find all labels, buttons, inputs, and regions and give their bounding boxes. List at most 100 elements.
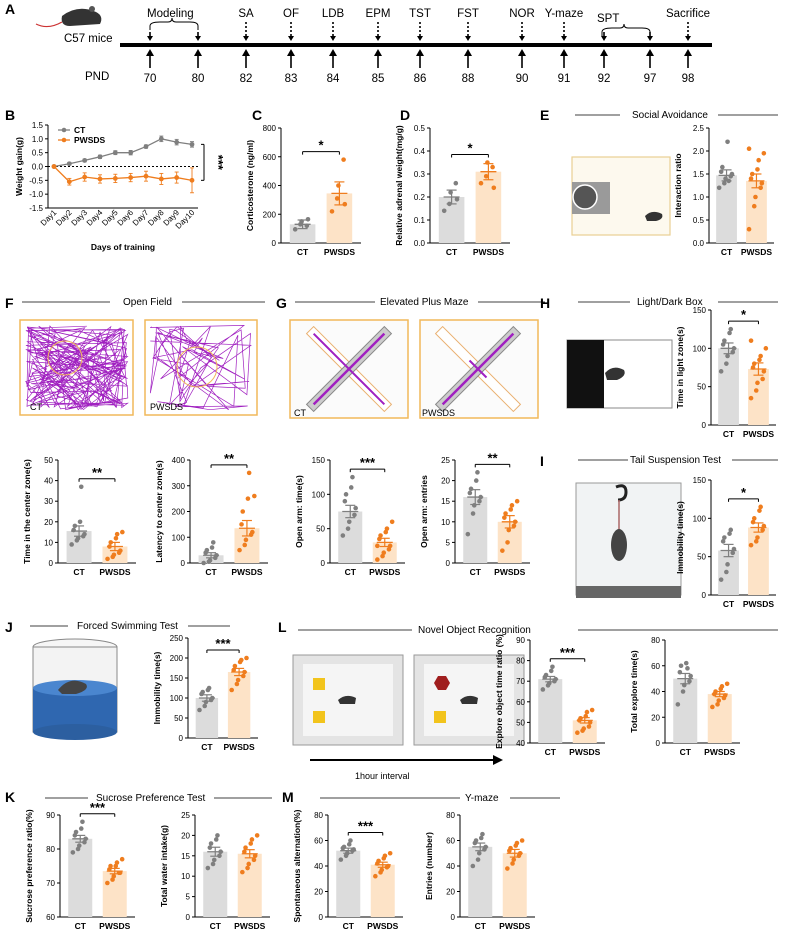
- data-point: [246, 470, 252, 476]
- x-tick-label: Day5: [100, 208, 120, 228]
- y-tick-label: 0.0: [414, 239, 426, 248]
- data-point: [675, 702, 681, 707]
- event-arrowhead: [417, 36, 423, 41]
- data-point: [725, 139, 730, 145]
- y-tick-label: 0.5: [32, 149, 44, 158]
- data-point: [751, 203, 757, 209]
- title-tst: Tail Suspension Test: [630, 455, 721, 466]
- data-point: [338, 857, 344, 862]
- event-label: TST: [409, 8, 431, 20]
- data-point: [189, 177, 195, 183]
- pnd-value: 97: [644, 73, 657, 85]
- data-point: [543, 672, 549, 678]
- data-point: [730, 550, 736, 556]
- y-tick-label: 20: [651, 713, 660, 722]
- data-point: [229, 687, 234, 693]
- data-point: [202, 703, 207, 709]
- pnd-value: 98: [682, 73, 695, 85]
- legend-label: PWSDS: [74, 135, 106, 145]
- data-point: [210, 540, 216, 545]
- data-point: [373, 873, 378, 879]
- bar: [748, 369, 769, 425]
- data-point: [757, 357, 762, 363]
- data-point: [441, 208, 447, 214]
- pnd-arrowhead: [560, 49, 568, 56]
- data-point: [720, 342, 726, 347]
- data-point: [761, 369, 767, 374]
- data-point: [506, 527, 512, 533]
- data-point: [505, 540, 510, 545]
- panel-letter-e: E: [540, 107, 549, 123]
- y-tick-label: 0.0: [693, 239, 705, 248]
- x-tick-label: Day2: [54, 208, 74, 228]
- data-point: [677, 669, 683, 675]
- y-axis-title: Latency to center zone(s): [154, 460, 164, 563]
- pnd-arrowhead: [329, 49, 337, 56]
- y-tick-label: 1.0: [32, 135, 44, 144]
- data-point: [726, 178, 732, 184]
- y-tick-label: 60: [46, 913, 55, 922]
- data-point: [755, 535, 760, 540]
- data-point: [108, 863, 113, 869]
- data-point: [723, 176, 728, 181]
- y-tick-label: 10: [44, 538, 53, 547]
- event-arrowhead: [288, 36, 294, 41]
- y-axis-title: Time in light zone(s): [675, 326, 685, 408]
- data-point: [376, 858, 381, 864]
- significance-label: **: [224, 451, 235, 466]
- data-point: [197, 707, 202, 713]
- data-point: [208, 841, 214, 846]
- data-point: [748, 395, 754, 401]
- data-point: [336, 183, 341, 188]
- data-point: [730, 349, 736, 355]
- data-point: [478, 494, 483, 500]
- data-point: [512, 519, 518, 525]
- pnd-value: 85: [372, 73, 385, 85]
- legend-marker: [61, 127, 67, 133]
- x-tick-label: CT: [446, 247, 458, 257]
- data-point: [117, 870, 123, 876]
- data-point: [713, 689, 718, 694]
- y-tick-label: 100: [170, 694, 184, 703]
- data-point: [343, 492, 349, 497]
- y-tick-label: 50: [44, 456, 53, 465]
- significance-label: *: [741, 485, 747, 500]
- title-ldb: Light/Dark Box: [637, 297, 703, 308]
- data-point: [206, 685, 212, 691]
- data-point: [508, 507, 514, 512]
- of-pwsds-label: PWSDS: [150, 402, 183, 412]
- pnd-value: 70: [144, 73, 157, 85]
- forced-swim-image: [32, 638, 118, 740]
- data-point: [758, 353, 763, 359]
- y-axis-title: Total water intake(g): [159, 825, 169, 907]
- data-point: [143, 173, 149, 179]
- data-point: [587, 720, 593, 725]
- data-point: [245, 865, 250, 871]
- data-point: [72, 523, 78, 529]
- event-arrowhead: [243, 36, 249, 41]
- y-tick-label: 0: [451, 913, 456, 922]
- movement-track: [25, 325, 129, 411]
- y-tick-label: 1.0: [693, 193, 705, 202]
- data-point: [448, 190, 453, 195]
- data-point: [731, 546, 737, 552]
- y-tick-label: 0: [179, 734, 184, 743]
- data-point: [729, 171, 735, 177]
- pnd-arrowhead: [684, 49, 692, 56]
- data-point: [718, 577, 724, 582]
- data-point: [344, 850, 350, 856]
- data-point: [250, 529, 255, 535]
- bar-chart-c: C 0 200 400 600 800 Corticosterone (ng/ml) CT PW…: [245, 107, 361, 257]
- x-tick-label: PWSDS: [473, 247, 505, 257]
- data-point: [716, 698, 722, 703]
- data-point: [384, 526, 390, 531]
- data-point: [200, 689, 205, 695]
- data-point: [113, 535, 119, 541]
- bar-chart-h: H 0 50 100 150 Time in light zone(s) CT PWSDS *: [540, 295, 776, 439]
- data-point: [111, 873, 117, 879]
- data-point: [118, 548, 123, 553]
- x-tick-label: CT: [470, 567, 482, 577]
- data-point: [340, 533, 346, 538]
- social-avoidance-arena: [571, 156, 671, 236]
- data-point: [719, 684, 725, 689]
